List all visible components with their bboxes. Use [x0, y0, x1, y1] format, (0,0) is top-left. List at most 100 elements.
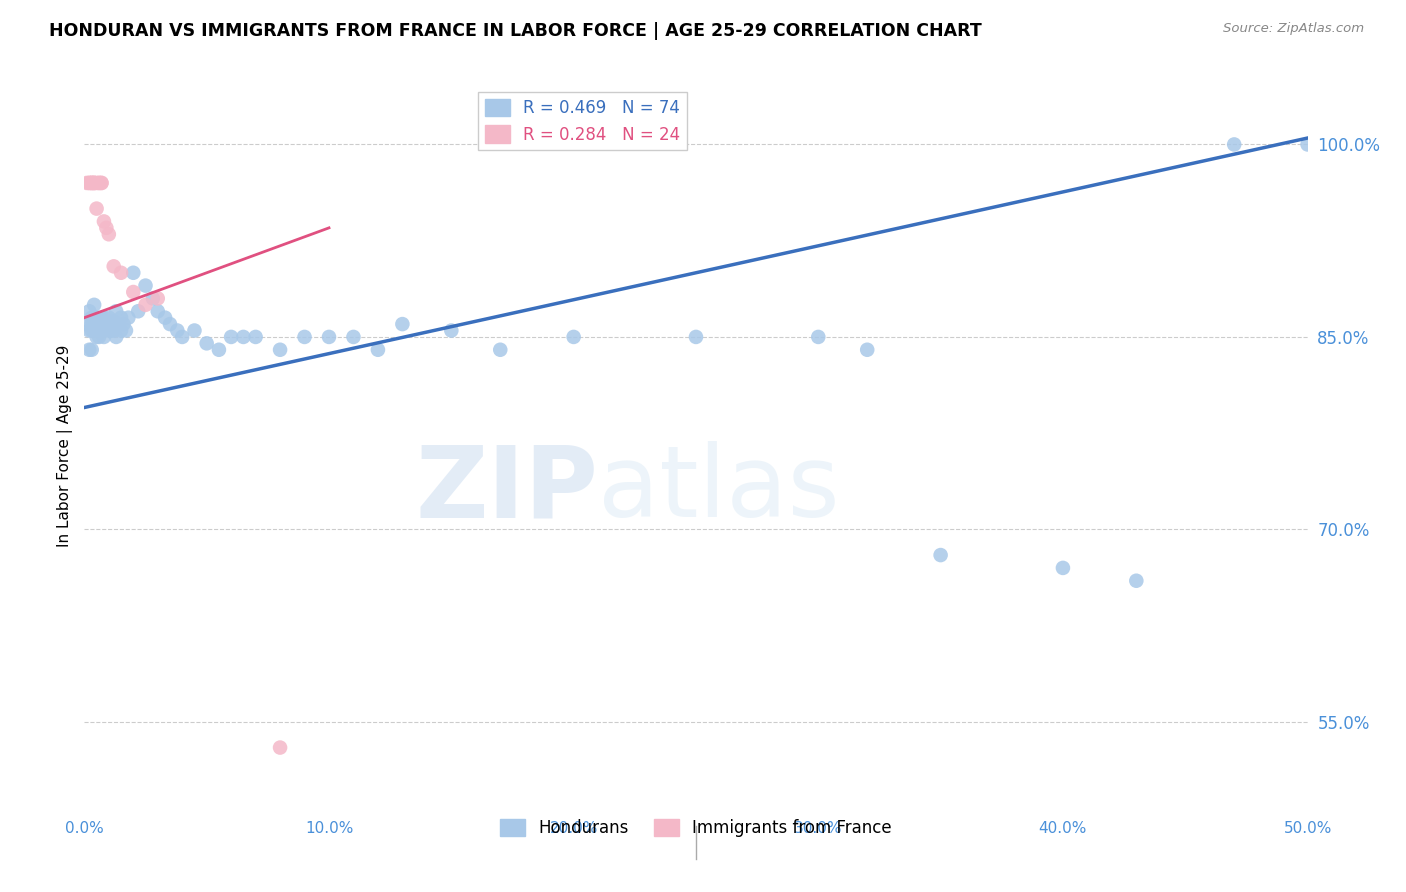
Point	[929, 548, 952, 562]
Point	[96, 314, 118, 328]
Point	[77, 343, 100, 357]
Text: HONDURAN VS IMMIGRANTS FROM FRANCE IN LABOR FORCE | AGE 25-29 CORRELATION CHART: HONDURAN VS IMMIGRANTS FROM FRANCE IN LA…	[49, 22, 981, 40]
Point	[86, 202, 108, 216]
Point	[367, 343, 389, 357]
Point	[1296, 137, 1319, 152]
Point	[807, 330, 830, 344]
Point	[100, 324, 122, 338]
Point	[269, 343, 291, 357]
Point	[489, 343, 512, 357]
Point	[172, 330, 194, 344]
Point	[80, 176, 103, 190]
Point	[93, 310, 115, 325]
Point	[96, 319, 118, 334]
Point	[83, 176, 105, 190]
Text: Source: ZipAtlas.com: Source: ZipAtlas.com	[1223, 22, 1364, 36]
Y-axis label: In Labor Force | Age 25-29: In Labor Force | Age 25-29	[58, 345, 73, 547]
Point	[86, 324, 108, 338]
Point	[83, 176, 105, 190]
Point	[90, 310, 112, 325]
Point	[103, 324, 125, 338]
Point	[135, 298, 157, 312]
Point	[93, 317, 115, 331]
Point	[122, 266, 145, 280]
Point	[195, 336, 218, 351]
Point	[856, 343, 879, 357]
Point	[93, 324, 115, 338]
Point	[1223, 137, 1246, 152]
Point	[115, 324, 138, 338]
Point	[685, 330, 707, 344]
Point	[80, 310, 103, 325]
Point	[142, 292, 165, 306]
Point	[96, 220, 118, 235]
Point	[87, 330, 110, 344]
Point	[110, 266, 132, 280]
Point	[232, 330, 254, 344]
Point	[318, 330, 340, 344]
Point	[135, 278, 157, 293]
Point	[208, 343, 231, 357]
Point	[97, 324, 120, 338]
Point	[103, 314, 125, 328]
Point	[97, 317, 120, 331]
Point	[245, 330, 267, 344]
Point	[342, 330, 364, 344]
Point	[87, 176, 110, 190]
Point	[87, 317, 110, 331]
Point	[183, 324, 205, 338]
Point	[77, 304, 100, 318]
Point	[83, 324, 105, 338]
Point	[80, 324, 103, 338]
Point	[219, 330, 242, 344]
Point	[1125, 574, 1147, 588]
Point	[122, 285, 145, 299]
Point	[93, 330, 115, 344]
Point	[105, 304, 128, 318]
Point	[117, 310, 139, 325]
Point	[87, 324, 110, 338]
Point	[90, 176, 112, 190]
Legend: Hondurans, Immigrants from France: Hondurans, Immigrants from France	[494, 812, 898, 844]
Point	[1052, 561, 1074, 575]
Point	[146, 292, 169, 306]
Point	[93, 214, 115, 228]
Point	[110, 310, 132, 325]
Point	[269, 740, 291, 755]
Point	[166, 324, 188, 338]
Point	[103, 260, 125, 274]
Point	[86, 310, 108, 325]
Point	[86, 317, 108, 331]
Point	[90, 324, 112, 338]
Point	[100, 319, 122, 334]
Point	[146, 304, 169, 318]
Point	[87, 176, 110, 190]
Text: atlas: atlas	[598, 442, 839, 539]
Point	[90, 317, 112, 331]
Point	[110, 324, 132, 338]
Point	[391, 317, 413, 331]
Point	[105, 330, 128, 344]
Point	[83, 298, 105, 312]
Point	[83, 317, 105, 331]
Point	[77, 176, 100, 190]
Point	[127, 304, 149, 318]
Point	[562, 330, 585, 344]
Point	[107, 317, 129, 331]
Point	[76, 317, 98, 331]
Point	[77, 324, 100, 338]
Point	[86, 176, 108, 190]
Point	[90, 176, 112, 190]
Point	[440, 324, 463, 338]
Text: ZIP: ZIP	[415, 442, 598, 539]
Point	[83, 176, 105, 190]
Point	[97, 310, 120, 325]
Point	[76, 176, 98, 190]
Point	[80, 176, 103, 190]
Point	[294, 330, 316, 344]
Point	[77, 176, 100, 190]
Point	[112, 317, 135, 331]
Point	[80, 317, 103, 331]
Point	[97, 227, 120, 242]
Point	[159, 317, 181, 331]
